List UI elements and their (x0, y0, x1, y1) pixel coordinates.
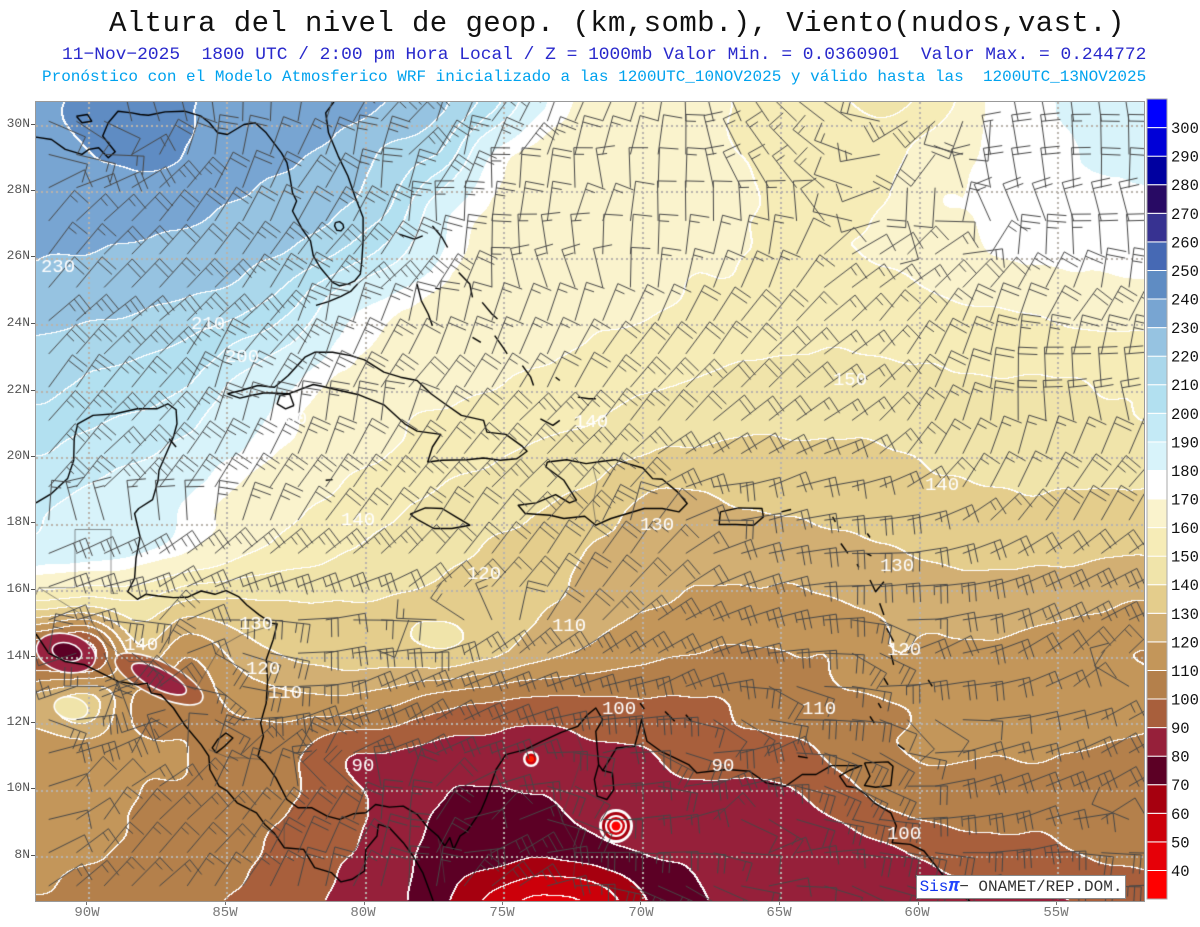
svg-text:290: 290 (1171, 149, 1199, 167)
svg-text:110: 110 (1171, 663, 1199, 681)
svg-text:50: 50 (1171, 834, 1190, 852)
svg-text:190: 190 (1171, 434, 1199, 452)
svg-text:160: 160 (1171, 520, 1199, 538)
svg-text:260: 260 (1171, 234, 1199, 252)
svg-text:230: 230 (1171, 320, 1199, 338)
svg-text:240: 240 (1171, 292, 1199, 310)
svg-text:200: 200 (1171, 406, 1199, 424)
svg-text:130: 130 (1171, 606, 1199, 624)
svg-text:100: 100 (1171, 692, 1199, 710)
svg-text:60: 60 (1171, 806, 1190, 824)
svg-text:180: 180 (1171, 463, 1199, 481)
svg-text:70: 70 (1171, 777, 1190, 795)
svg-text:300: 300 (1171, 120, 1199, 138)
svg-text:270: 270 (1171, 206, 1199, 224)
svg-text:90: 90 (1171, 720, 1190, 738)
svg-text:120: 120 (1171, 634, 1199, 652)
svg-text:150: 150 (1171, 549, 1199, 567)
svg-text:210: 210 (1171, 377, 1199, 395)
svg-text:40: 40 (1171, 863, 1190, 881)
svg-text:280: 280 (1171, 177, 1199, 195)
svg-text:80: 80 (1171, 749, 1190, 767)
svg-text:140: 140 (1171, 577, 1199, 595)
svg-text:250: 250 (1171, 263, 1199, 281)
svg-text:220: 220 (1171, 349, 1199, 367)
svg-text:170: 170 (1171, 492, 1199, 510)
